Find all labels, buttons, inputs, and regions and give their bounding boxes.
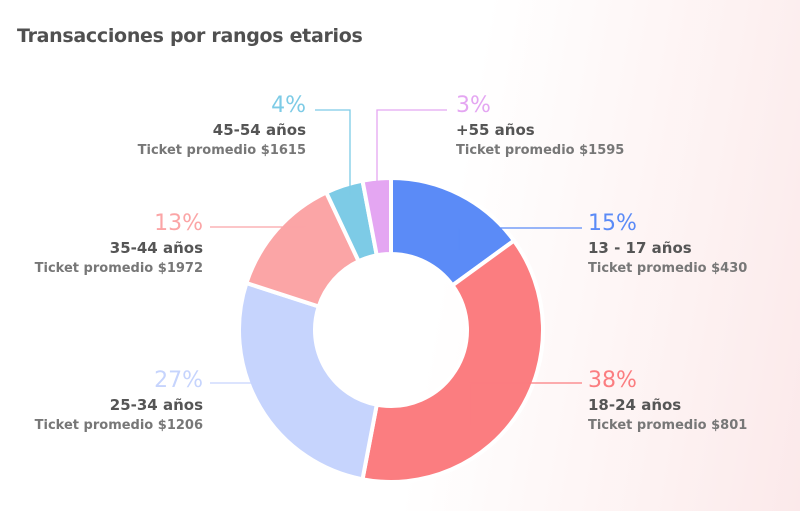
leader-line xyxy=(376,109,447,200)
leader-line xyxy=(458,227,582,250)
age-range-label: 13 - 17 años xyxy=(588,239,692,257)
leader-line xyxy=(315,109,351,195)
ticket-label: Ticket promedio $1206 xyxy=(34,418,203,433)
slice-label: 38% 18-24 años Ticket promedio $801 xyxy=(588,368,800,436)
donut-slice xyxy=(237,280,380,482)
ticket-label: Ticket promedio $801 xyxy=(588,418,748,433)
ticket-label: Ticket promedio $1972 xyxy=(34,261,203,276)
ticket-label: Ticket promedio $430 xyxy=(588,261,748,276)
percent-label: 3% xyxy=(456,93,491,118)
ticket-label: Ticket promedio $1595 xyxy=(456,143,625,158)
donut-slice xyxy=(360,175,393,258)
percent-label: 4% xyxy=(271,93,306,118)
slice-label: 15% 13 - 17 años Ticket promedio $430 xyxy=(588,211,800,279)
slice-label: 27% 25-34 años Ticket promedio $1206 xyxy=(0,368,203,436)
percent-label: 13% xyxy=(154,211,203,236)
ticket-label: Ticket promedio $1615 xyxy=(137,143,306,158)
age-range-label: 35-44 años xyxy=(109,239,203,257)
age-range-label: 45-54 años xyxy=(212,121,306,139)
leader-line xyxy=(210,382,311,420)
leader-line xyxy=(210,226,306,265)
slice-label: 4% 45-54 años Ticket promedio $1615 xyxy=(66,93,306,161)
percent-label: 27% xyxy=(154,368,203,393)
donut-slice xyxy=(360,237,545,484)
chart-title: Transacciones por rangos etarios xyxy=(17,25,363,47)
slice-label: 3% +55 años Ticket promedio $1595 xyxy=(456,93,696,161)
percent-label: 15% xyxy=(588,211,637,236)
percent-label: 38% xyxy=(588,368,637,393)
slice-label: 13% 35-44 años Ticket promedio $1972 xyxy=(0,211,203,279)
age-range-label: +55 años xyxy=(456,121,535,139)
age-range-label: 18-24 años xyxy=(588,396,682,414)
leader-line xyxy=(469,382,582,425)
age-range-label: 25-34 años xyxy=(109,396,203,414)
